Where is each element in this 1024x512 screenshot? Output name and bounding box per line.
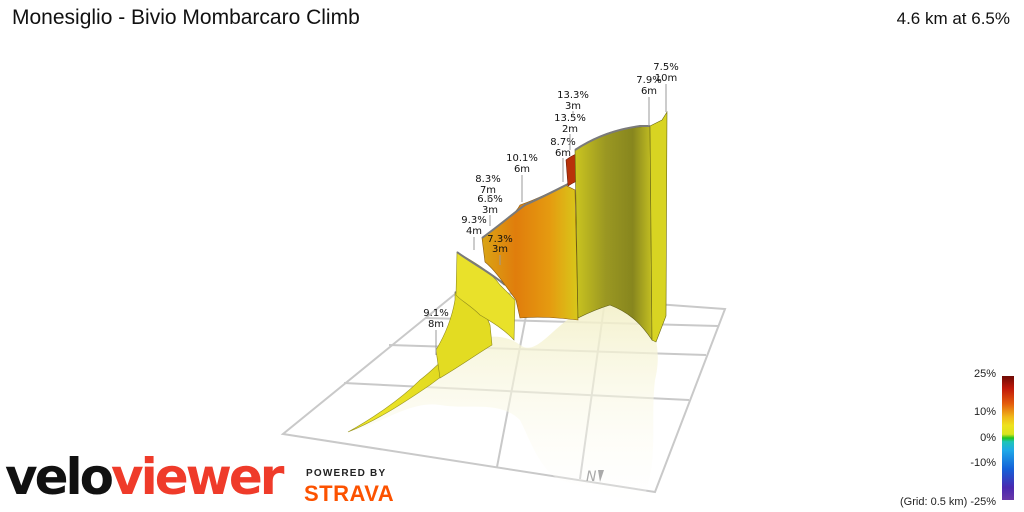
gradient-callouts: 9.1% 8m 9.3% 4m 7.3% 3m 6.6% 3m 8.3% 7m … <box>423 62 679 355</box>
strava-logo[interactable]: STRAVA <box>304 481 395 506</box>
callout-length: 8m <box>428 319 444 330</box>
profile-shadow <box>348 303 658 505</box>
callout-gradient: 8.3% <box>475 174 500 185</box>
veloviewer-logo[interactable]: veloviewer <box>5 452 284 502</box>
callout-gradient: 9.3% <box>461 215 486 226</box>
callout-10: 7.9% 6m <box>636 75 662 126</box>
callout-length: 4m <box>466 226 482 237</box>
callout-gradient: 8.7% <box>550 137 575 148</box>
powered-by-label: POWERED BY <box>306 468 387 479</box>
north-compass-icon: N <box>586 469 604 485</box>
callout-gradient: 7.3% <box>487 234 512 245</box>
grid-note-text: (Grid: 0.5 km) <box>900 496 968 508</box>
legend-tick-25: 25% <box>973 368 996 380</box>
callout-gradient: 9.1% <box>423 308 448 319</box>
legend-tick-minus10: -10% <box>970 457 996 469</box>
callout-8: 13.5% 2m <box>554 113 586 150</box>
callout-gradient: 10.1% <box>506 153 538 164</box>
callout-length: 3m <box>492 244 508 255</box>
callout-length: 6m <box>641 86 657 97</box>
legend-tick-0: 0% <box>980 432 996 444</box>
callout-gradient: 13.5% <box>554 113 586 124</box>
gradient-color-legend: 25% 10% 0% -10% (Grid: 0.5 km) -25% <box>880 366 1024 512</box>
logo-part-viewer: viewer <box>111 448 284 506</box>
climb-summary: 4.6 km at 6.5% <box>896 9 1010 28</box>
page-title: Monesiglio - Bivio Mombarcaro Climb <box>12 6 360 29</box>
elevation-wall <box>347 110 668 433</box>
callout-11: 7.5% 10m <box>653 62 679 112</box>
callout-7: 8.7% 6m <box>550 137 576 182</box>
callout-length: 7m <box>480 185 496 196</box>
callout-4: 6.6% 3m <box>477 194 503 226</box>
callout-length: 6m <box>555 148 571 159</box>
callout-9: 13.3% 3m <box>557 90 589 118</box>
legend-tick-minus25: -25% <box>970 496 996 508</box>
callout-6: 10.1% 6m <box>506 153 538 202</box>
callout-length: 6m <box>514 164 530 175</box>
callout-3: 7.3% 3m <box>487 234 513 265</box>
callout-gradient: 7.9% <box>636 75 661 86</box>
callout-gradient: 7.5% <box>653 62 678 73</box>
callout-2: 9.3% 4m <box>461 215 487 250</box>
callout-1: 9.1% 8m <box>423 308 449 355</box>
callout-length: 2m <box>562 124 578 135</box>
legend-tick-10: 10% <box>973 406 996 418</box>
callout-5: 8.3% 7m <box>475 174 501 202</box>
grid-size-note: (Grid: 0.5 km) -25% <box>900 496 996 508</box>
logo-part-velo: velo <box>5 448 114 506</box>
svg-text:N: N <box>586 469 597 485</box>
callout-length: 3m <box>565 101 581 112</box>
callout-length: 3m <box>482 205 498 216</box>
callout-gradient: 6.6% <box>477 194 502 205</box>
color-scale-bar <box>1002 376 1014 500</box>
callout-length: 10m <box>655 73 677 84</box>
callout-gradient: 13.3% <box>557 90 589 101</box>
